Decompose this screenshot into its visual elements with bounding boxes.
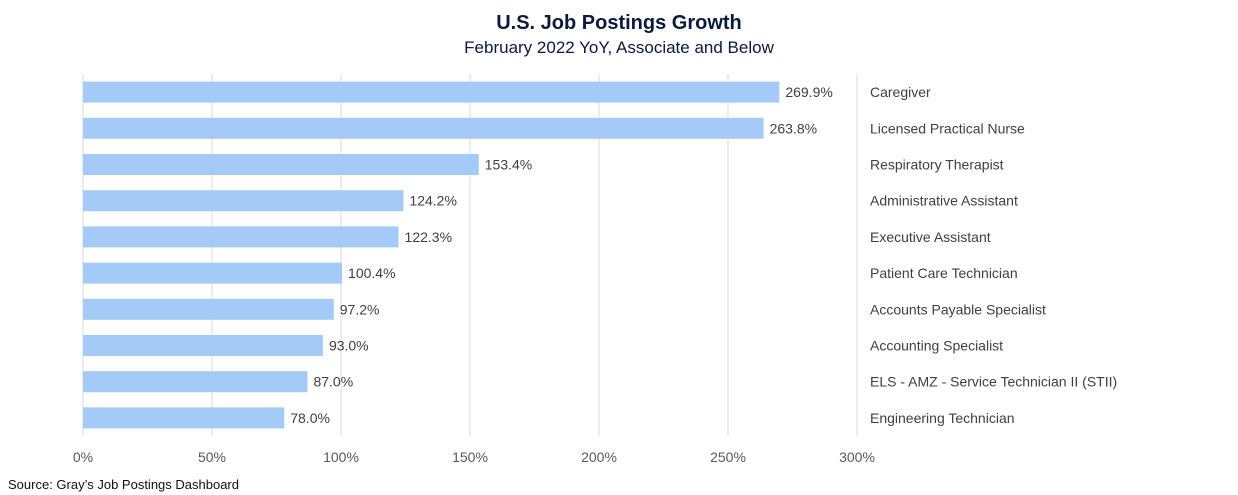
data-label: 100.4% (348, 265, 395, 281)
bar (83, 262, 343, 284)
x-tick-label: 50% (198, 449, 226, 465)
category-label: Licensed Practical Nurse (870, 120, 1025, 136)
bar (83, 154, 479, 175)
category-label: Accounts Payable Specialist (870, 301, 1046, 317)
bar (83, 81, 780, 103)
data-label: 87.0% (313, 374, 353, 390)
bar (83, 371, 308, 393)
bar (83, 407, 285, 429)
data-label: 122.3% (405, 229, 452, 245)
data-label: 153.4% (485, 157, 532, 173)
category-label: ELS - AMZ - Service Technician II (STII) (870, 374, 1117, 390)
data-label: 124.2% (409, 193, 456, 209)
bars (83, 81, 780, 429)
x-tick-label: 150% (452, 449, 488, 465)
category-label: Patient Care Technician (870, 265, 1018, 281)
bar (83, 226, 399, 248)
data-label: 93.0% (329, 338, 369, 354)
category-label: Engineering Technician (870, 410, 1015, 426)
bar (83, 190, 404, 212)
bar (83, 117, 764, 139)
x-tick-label: 100% (323, 449, 359, 465)
x-tick-label: 0% (73, 449, 93, 465)
data-labels: 269.9% 263.8% 153.4% 124.2% 122.3% 100.4% 97.2… (290, 84, 833, 426)
x-tick-label: 300% (839, 449, 875, 465)
chart-title: U.S. Job Postings Growth (496, 12, 742, 34)
category-label: Caregiver (870, 84, 931, 100)
category-label: Accounting Specialist (870, 338, 1003, 354)
category-label: Respiratory Therapist (870, 157, 1004, 173)
x-tick-label: 200% (581, 449, 617, 465)
data-label: 269.9% (785, 84, 832, 100)
category-label: Executive Assistant (870, 229, 991, 245)
category-label: Administrative Assistant (870, 193, 1018, 209)
data-label: 97.2% (340, 301, 380, 317)
source-note: Source: Gray’s Job Postings Dashboard (8, 477, 239, 492)
category-labels: Caregiver Licensed Practical Nurse Respira… (870, 84, 1117, 426)
chart-subtitle: February 2022 YoY, Associate and Below (464, 38, 774, 57)
bar (83, 298, 334, 320)
bar (83, 335, 323, 356)
data-label: 78.0% (290, 410, 330, 426)
data-label: 263.8% (770, 120, 817, 136)
x-tick-label: 250% (710, 449, 746, 465)
x-axis-ticks: 0% 50% 100% 150% 200% 250% 300% (73, 449, 875, 465)
